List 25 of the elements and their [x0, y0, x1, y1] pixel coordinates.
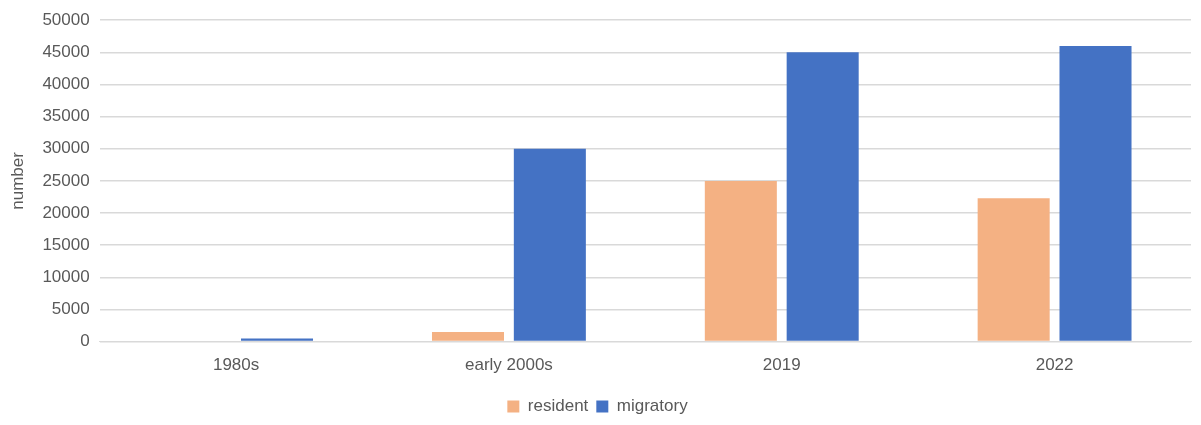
bar — [513, 148, 586, 341]
y-tick-label: 45000 — [42, 42, 90, 62]
y-tick-label: 50000 — [42, 9, 90, 29]
legend-label: resident — [527, 396, 589, 416]
y-tick-label: 30000 — [42, 138, 90, 158]
y-tick-label: 10000 — [42, 267, 90, 287]
y-tick-label: 5000 — [51, 299, 90, 319]
y-tick-label: 15000 — [42, 234, 90, 254]
bar — [786, 52, 859, 341]
x-tick-label: 2019 — [762, 355, 801, 375]
y-tick-label: 40000 — [42, 74, 90, 94]
x-tick-label: early 2000s — [464, 355, 553, 375]
bar — [241, 338, 314, 341]
y-tick-label: 25000 — [42, 170, 90, 190]
y-axis-title: number — [7, 151, 27, 210]
y-tick-label: 35000 — [42, 106, 90, 126]
x-tick-label: 1980s — [212, 355, 260, 375]
y-tick-label: 0 — [80, 331, 90, 351]
y-tick-label: 20000 — [42, 202, 90, 222]
bar — [977, 198, 1050, 341]
legend-label: migratory — [616, 396, 689, 416]
bar — [431, 331, 505, 341]
bar — [704, 180, 777, 341]
bar — [1059, 45, 1132, 341]
x-tick-label: 2022 — [1035, 355, 1074, 375]
